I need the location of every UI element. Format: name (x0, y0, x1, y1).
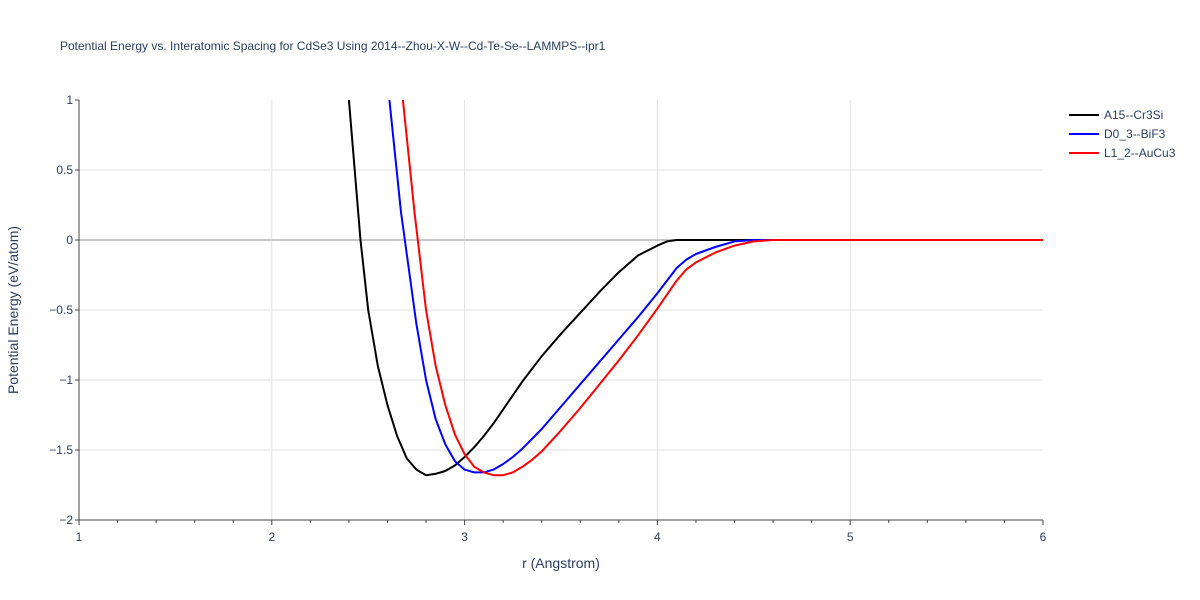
x-tick-label: 2 (268, 530, 275, 544)
series-line-0 (347, 100, 1043, 477)
y-axis-title: Potential Energy (eV/atom) (5, 226, 21, 394)
x-tick-label: 1 (76, 530, 83, 544)
y-tick-label: 1 (66, 93, 73, 107)
series-line-2 (401, 100, 1043, 477)
x-axis-title: r (Angstrom) (522, 555, 600, 571)
legend-item[interactable]: D0_3--BiF3 (1069, 127, 1166, 141)
y-tick-label: −1.5 (49, 443, 73, 457)
x-tick-label: 5 (847, 530, 854, 544)
x-tick-label: 3 (461, 530, 468, 544)
axes (75, 99, 1044, 525)
legend-label: L1_2--AuCu3 (1104, 146, 1176, 160)
legend-label: D0_3--BiF3 (1104, 127, 1166, 141)
legend-label: A15--Cr3Si (1104, 108, 1163, 122)
series-line-1 (388, 100, 1043, 474)
series-layer (347, 100, 1043, 477)
chart-title: Potential Energy vs. Interatomic Spacing… (60, 39, 606, 53)
x-tick-label: 4 (654, 530, 661, 544)
y-tick-label: −1 (59, 373, 73, 387)
y-tick-label: −2 (59, 513, 73, 527)
y-tick-label: 0 (66, 233, 73, 247)
legend-item[interactable]: L1_2--AuCu3 (1069, 146, 1176, 160)
legend[interactable]: A15--Cr3Si D0_3--BiF3 L1_2--AuCu3 (1069, 108, 1176, 160)
x-tick-label: 6 (1040, 530, 1047, 544)
y-tick-label: −0.5 (49, 303, 73, 317)
y-tick-label: 0.5 (56, 163, 73, 177)
legend-item[interactable]: A15--Cr3Si (1069, 108, 1163, 122)
tick-labels: 1 2 3 4 5 6 1 0.5 0 −0.5 −1 −1.5 −2 (49, 93, 1046, 544)
